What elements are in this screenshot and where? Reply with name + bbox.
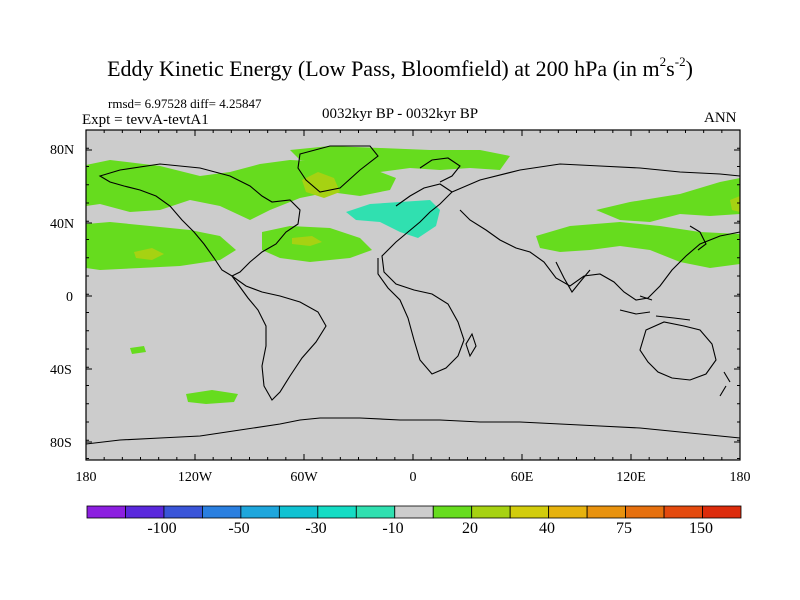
axis-ticks (85, 129, 741, 460)
coastline-southeast-asia (619, 295, 691, 321)
colorbar-label-6: 40 (539, 520, 555, 537)
anomaly-shading (86, 146, 740, 404)
colorbar-box (394, 505, 434, 519)
anomaly-region-east-asia (536, 222, 740, 268)
colorbar-box (202, 505, 242, 519)
stats-label: rmsd= 6.97528 diff= 4.25847 (108, 96, 262, 111)
coastline-scandinavia (419, 157, 461, 183)
colorbar-box (663, 505, 703, 519)
anomaly-region-subtropical-pacific-high (134, 248, 164, 260)
anomaly-region-subtropical-pacific (86, 222, 236, 270)
colorbar-box (586, 505, 626, 519)
y-tick-label-80s: 80S (50, 436, 72, 451)
colorbar (86, 505, 742, 519)
colorbar-box (240, 505, 280, 519)
colorbar-box (509, 505, 550, 519)
colorbar-label-5: 20 (462, 520, 478, 537)
coastline-japan (689, 225, 707, 251)
season-label: ANN (704, 110, 737, 126)
colorbar-box (548, 505, 588, 519)
anomaly-region-east-asia-high (730, 196, 740, 212)
colorbar-box (86, 505, 126, 519)
colorbar-label-1: -100 (147, 520, 177, 537)
colorbar-box (471, 505, 511, 519)
coastline-south-america (231, 275, 327, 401)
coastline-india (555, 261, 591, 293)
anomaly-region-south-pacific-small (130, 346, 146, 354)
colorbar-box (625, 505, 665, 519)
anomaly-region-greenland (290, 146, 510, 172)
x-tick-label-180e: 180 (729, 470, 751, 485)
colorbar-label-4: -10 (382, 520, 404, 537)
anomaly-region-north-atlantic (262, 226, 372, 262)
y-tick-label-40s: 40S (50, 363, 72, 378)
coastline-europe-africa (377, 183, 465, 375)
x-tick-label-180w: 180 (75, 470, 97, 485)
anomaly-region-south-pacific (186, 390, 238, 404)
anomaly-region-siberia (596, 178, 740, 222)
coastline-asia (451, 163, 740, 301)
colorbar-label-8: 150 (689, 520, 713, 537)
y-tick-label-0: 0 (66, 290, 73, 305)
x-tick-label-0: 0 (409, 470, 417, 485)
colorbar-box (278, 505, 319, 519)
colorbar-box (355, 505, 396, 519)
colorbar-label-7: 75 (616, 520, 632, 537)
colorbar-label-2: -50 (228, 520, 250, 537)
x-tick-label-60w: 60W (290, 470, 318, 485)
coastline-madagascar (465, 332, 477, 358)
plot-title: Eddy Kinetic Energy (Low Pass, Bloomfiel… (0, 54, 800, 82)
coastlines (86, 145, 740, 445)
title-mid: s (666, 56, 675, 81)
anomaly-region-north-atlantic-high (292, 236, 322, 246)
anomaly-region-europe-negative (346, 200, 440, 238)
colorbar-box (125, 505, 165, 519)
colorbar-box (702, 505, 742, 519)
colorbar-box (317, 505, 357, 519)
coastline-greenland (297, 145, 379, 193)
x-tick-label-120w: 120W (177, 470, 213, 485)
colorbar-box (163, 505, 203, 519)
colorbar-label-3: -30 (305, 520, 327, 537)
x-tick-label-120e: 120E (616, 470, 646, 485)
y-tick-label-40n: 40N (50, 217, 75, 232)
coastline-antarctica (86, 417, 740, 445)
coastline-north-america (98, 163, 301, 277)
colorbar-box (432, 505, 473, 519)
anomaly-region-greenland-high (302, 172, 340, 198)
title-superscript-2: -2 (674, 54, 686, 69)
title-superscript-1: 2 (659, 54, 667, 69)
experiment-label: Expt = tevvA-tevtA1 (82, 112, 209, 128)
title-main: Eddy Kinetic Energy (Low Pass, Bloomfiel… (107, 56, 660, 81)
title-end: ) (685, 56, 693, 81)
center-label: 0032kyr BP - 0032kyr BP (322, 106, 479, 122)
coastline-new-zealand (719, 371, 731, 397)
y-tick-label-80n: 80N (50, 143, 75, 158)
x-tick-label-60e: 60E (510, 470, 534, 485)
coastline-australia (639, 321, 717, 381)
